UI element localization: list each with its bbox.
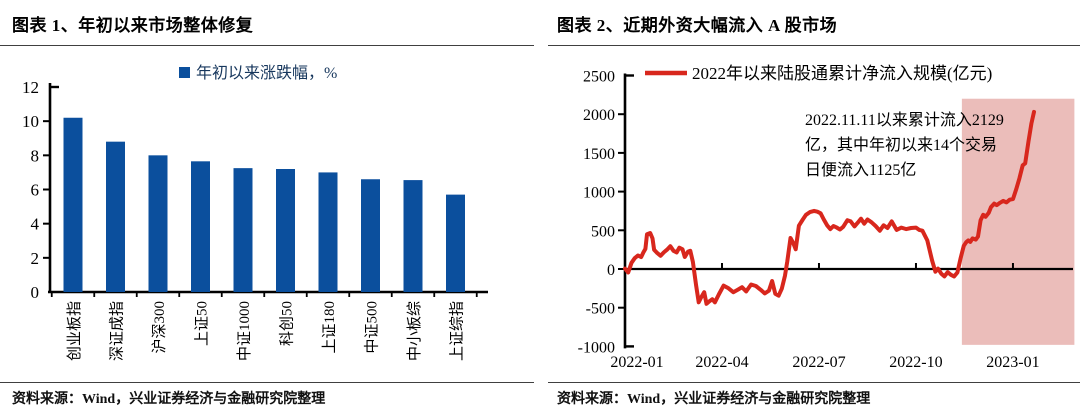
bar-中证500 — [361, 179, 380, 292]
x-category-label: 上证综指 — [449, 301, 466, 361]
y-tick-label: 2 — [31, 249, 40, 268]
figure2-panel: 图表 2、近期外资大幅流入 A 股市场 -1000 -500 0 500 1000 150… — [540, 0, 1080, 418]
x-tick-label: 2023-01 — [986, 354, 1039, 371]
figure1-title-divider — [0, 45, 534, 46]
y-tick-label: 1500 — [583, 146, 615, 163]
x-category-label: 中小板综 — [405, 301, 423, 361]
y-tick-label: 2500 — [583, 69, 615, 86]
x-category-label: 深证成指 — [109, 301, 126, 361]
x-category-label: 沪深300 — [151, 301, 168, 354]
bar-中证1000 — [233, 168, 253, 292]
bar-创业板指 — [63, 117, 83, 292]
x-tick-label: 2022-04 — [695, 354, 748, 371]
x-tick-label: 2022-01 — [610, 354, 663, 371]
x-category-label: 科创50 — [279, 301, 296, 346]
x-category-label: 中证500 — [364, 301, 381, 354]
y-tick-label: 12 — [22, 78, 39, 97]
figure2-footer-divider — [548, 382, 1080, 383]
bar-沪深300 — [148, 155, 168, 292]
figure1-panel: 图表 1、年初以来市场整体修复 0 2 4 6 8 10 12 创业板指 深证成指 沪深300 上证… — [0, 16, 534, 407]
bar-上证综指 — [446, 194, 465, 292]
figure1-footer-divider — [0, 382, 534, 383]
annotation-line: 日便流入1125亿 — [805, 161, 916, 179]
legend-swatch — [179, 67, 190, 78]
bar-上证180 — [318, 172, 338, 292]
y-tick-label: -1000 — [578, 339, 615, 356]
figure2-source: 资料来源：Wind，兴业证券经济与金融研究院整理 — [557, 392, 871, 407]
figure2-title-divider — [548, 45, 1080, 46]
y-tick-label: 0 — [607, 262, 615, 279]
legend-label: 2022年以来陆股通累计净流入规模(亿元) — [692, 64, 992, 83]
figure1-title: 图表 1、年初以来市场整体修复 — [12, 16, 254, 35]
x-category-label: 上证180 — [321, 301, 338, 354]
y-tick-label: 2000 — [583, 107, 615, 124]
y-tick-label: -500 — [586, 301, 615, 318]
bar-中小板综 — [403, 180, 423, 292]
bar-深证成指 — [106, 141, 125, 292]
y-tick-label: 500 — [591, 223, 615, 240]
y-tick-label: 1000 — [583, 185, 615, 202]
y-tick-label: 0 — [31, 283, 40, 302]
x-category-label: 创业板指 — [65, 301, 83, 361]
bar-上证50 — [191, 161, 210, 292]
x-category-label: 中证1000 — [236, 301, 253, 361]
bar-chart: 0 2 4 6 8 10 12 创业板指 深证成指 沪深300 上证50 中证1000 科创50 上证18… — [22, 64, 488, 361]
annotation-line: 亿，其中年初以来14个交易 — [805, 136, 997, 154]
bar-科创50 — [276, 169, 295, 292]
y-tick-label: 6 — [31, 181, 40, 200]
y-tick-label: 8 — [31, 146, 40, 165]
annotation-line: 2022.11.11以来累计流入2129 — [805, 111, 1004, 129]
line-chart: -1000 -500 0 500 1000 1500 2000 2500 2022-01 2022… — [578, 64, 1075, 371]
x-tick-label: 2022-10 — [889, 354, 942, 371]
x-tick-label: 2022-07 — [792, 354, 845, 371]
figure2-title: 图表 2、近期外资大幅流入 A 股市场 — [557, 16, 838, 35]
legend-label: 年初以来涨跌幅，% — [196, 64, 337, 82]
cumulative-inflow-line — [623, 109, 1036, 306]
y-tick-label: 4 — [31, 215, 40, 234]
x-category-label: 上证50 — [194, 301, 211, 346]
y-tick-label: 10 — [22, 112, 39, 131]
figure1-source: 资料来源：Wind，兴业证券经济与金融研究院整理 — [12, 392, 326, 407]
